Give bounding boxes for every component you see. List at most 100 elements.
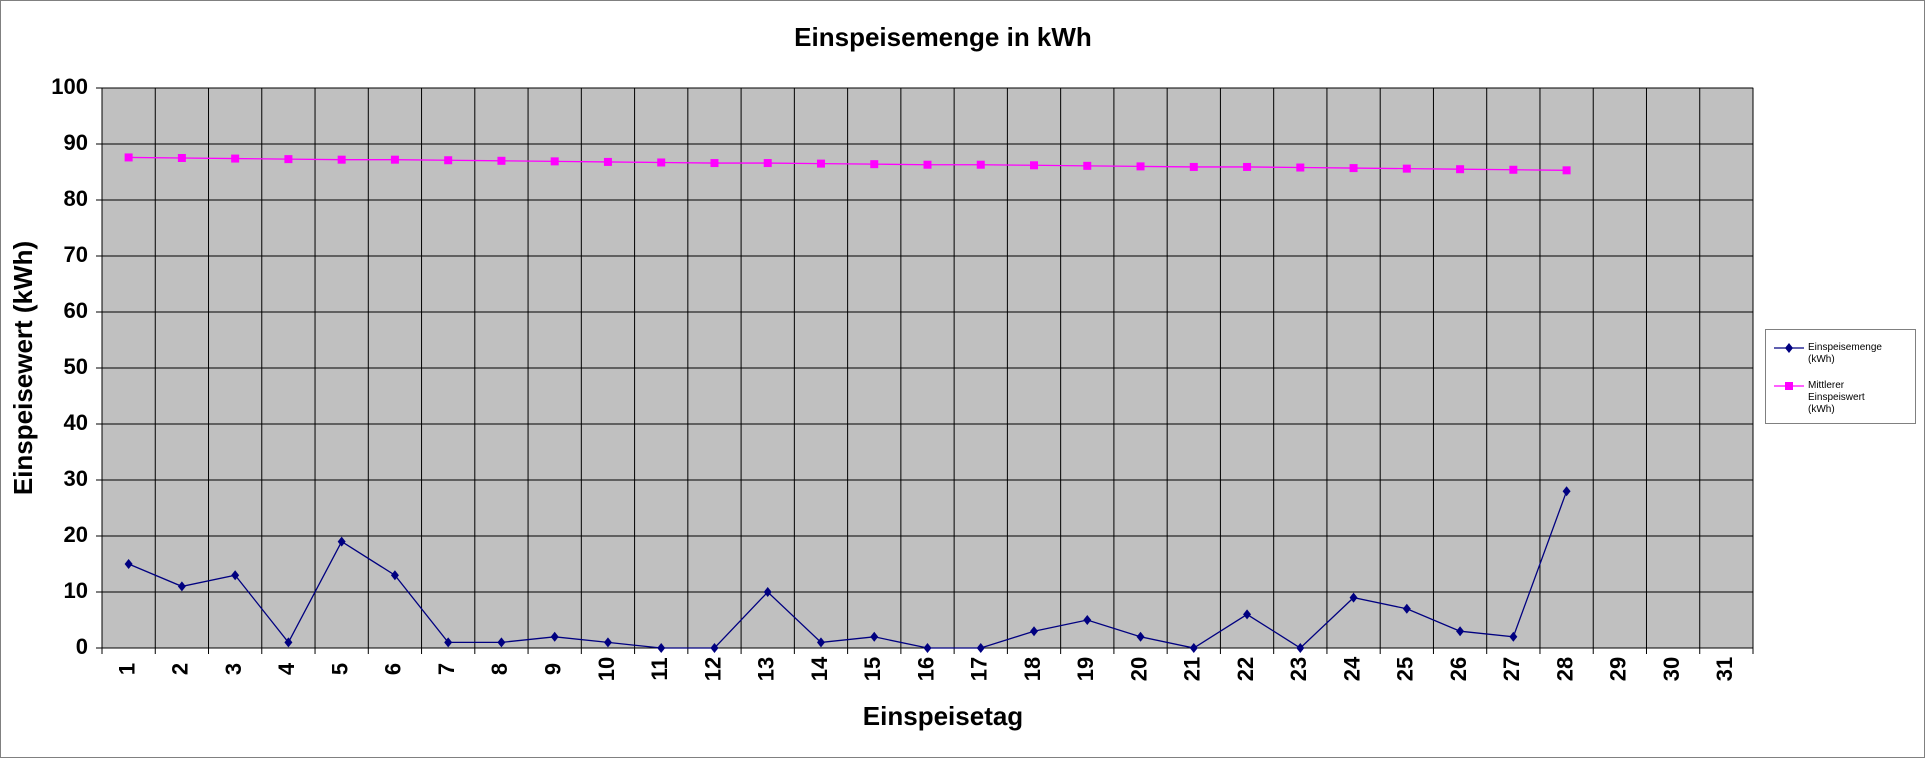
x-tick-label: 27 (1499, 657, 1524, 681)
y-tick-label: 0 (76, 634, 88, 659)
marker (657, 158, 666, 167)
marker (1083, 615, 1092, 625)
marker (1402, 603, 1411, 614)
marker (550, 631, 559, 642)
x-tick-label: 19 (1073, 657, 1098, 681)
x-tick-label: 28 (1552, 657, 1577, 681)
x-tick-label: 29 (1606, 657, 1631, 681)
x-tick-label: 31 (1712, 657, 1737, 681)
chart-title: Einspeisemenge in kWh (794, 22, 1092, 52)
y-tick-label: 100 (51, 74, 88, 99)
legend-icon (1774, 382, 1804, 390)
x-tick-label: 4 (274, 662, 299, 675)
marker (1349, 592, 1358, 603)
marker (923, 160, 932, 169)
x-tick-label: 3 (221, 663, 246, 675)
x-tick-label: 20 (1126, 657, 1151, 681)
y-tick-label: 60 (64, 298, 88, 323)
marker (1243, 609, 1252, 620)
legend-label: Einspeisemenge (kWh) (1808, 342, 1882, 365)
legend-icon (1774, 343, 1804, 353)
marker (124, 559, 133, 569)
marker (1509, 631, 1518, 642)
marker (231, 154, 240, 163)
marker (1785, 382, 1793, 390)
series-line (128, 490, 1568, 649)
series-line (128, 156, 1567, 171)
y-tick-label: 50 (64, 354, 88, 379)
x-tick-label: 14 (807, 656, 832, 681)
x-tick-label: 30 (1659, 657, 1684, 681)
marker (976, 160, 985, 169)
y-tick-label: 90 (64, 130, 88, 155)
y-tick-label: 30 (64, 466, 88, 491)
x-tick-label: 18 (1020, 657, 1045, 681)
marker (1402, 164, 1411, 173)
marker (1456, 165, 1465, 174)
y-tick-label: 70 (64, 242, 88, 267)
x-tick-label: 9 (541, 663, 566, 675)
marker (1349, 164, 1358, 173)
x-tick-label: 10 (594, 657, 619, 681)
y-axis-label: Einspeisewert (kWh) (8, 241, 38, 495)
x-tick-label: 26 (1446, 657, 1471, 681)
marker (284, 637, 293, 648)
marker (1509, 165, 1518, 174)
marker (177, 581, 186, 592)
marker (1785, 343, 1793, 353)
marker (1030, 161, 1039, 170)
x-tick-label: 23 (1286, 657, 1311, 681)
marker (1562, 486, 1571, 497)
x-tick-label: 7 (434, 663, 459, 675)
marker (1296, 643, 1305, 653)
marker (870, 160, 879, 169)
x-tick-label: 21 (1180, 657, 1205, 681)
marker (710, 159, 719, 168)
marker (177, 154, 186, 162)
marker (444, 156, 453, 165)
marker (390, 155, 399, 164)
marker (231, 570, 240, 581)
x-tick-label: 1 (114, 663, 139, 675)
x-tick-label: 25 (1393, 657, 1418, 681)
marker (710, 643, 719, 653)
legend: Einspeisemenge (kWh) Mittlerer Einspeiswe… (1765, 329, 1916, 424)
marker (550, 157, 559, 166)
legend-entry: Mittlerer Einspeiswert (kWh) (1774, 380, 1892, 416)
marker (497, 156, 506, 165)
marker (816, 637, 825, 648)
marker (1243, 162, 1252, 171)
marker (337, 536, 346, 547)
marker (657, 643, 666, 653)
legend-entry: Einspeisemenge (kWh) (1774, 342, 1892, 366)
marker (1030, 626, 1039, 637)
x-tick-label: 12 (700, 657, 725, 681)
x-tick-label: 15 (860, 657, 885, 681)
marker (976, 643, 985, 653)
x-tick-label: 16 (913, 657, 938, 681)
marker (816, 159, 825, 168)
marker (1189, 162, 1198, 171)
x-tick-label: 5 (327, 663, 352, 675)
legend-label: Mittlerer Einspeiswert (kWh) (1808, 380, 1865, 415)
marker (337, 155, 346, 164)
marker (1083, 161, 1092, 170)
x-tick-label: 2 (168, 663, 193, 675)
marker (870, 631, 879, 642)
marker (1562, 166, 1571, 175)
y-tick-label: 20 (64, 522, 88, 547)
marker (763, 587, 772, 597)
marker (1189, 643, 1198, 653)
marker (124, 153, 133, 162)
marker (497, 637, 506, 648)
marker (1456, 626, 1465, 637)
marker (444, 637, 453, 648)
marker (923, 643, 932, 653)
marker (603, 157, 612, 166)
y-tick-label: 80 (64, 186, 88, 211)
marker (763, 159, 772, 168)
x-tick-label: 11 (647, 657, 672, 680)
marker (284, 155, 293, 164)
